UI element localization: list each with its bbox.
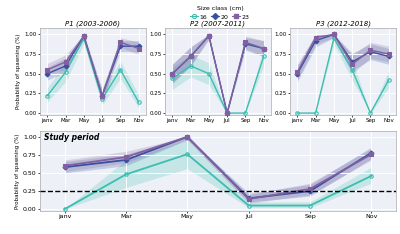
- Y-axis label: Probability of spawning (%): Probability of spawning (%): [15, 133, 20, 208]
- Y-axis label: Probability of spawning (%): Probability of spawning (%): [16, 34, 22, 109]
- Title: P2 (2007-2011): P2 (2007-2011): [190, 20, 246, 27]
- Title: P1 (2003-2006): P1 (2003-2006): [66, 20, 120, 27]
- Text: Study period: Study period: [44, 133, 99, 143]
- Title: P3 (2012-2018): P3 (2012-2018): [316, 20, 370, 27]
- Legend: 16, 20, 23: 16, 20, 23: [188, 4, 252, 22]
